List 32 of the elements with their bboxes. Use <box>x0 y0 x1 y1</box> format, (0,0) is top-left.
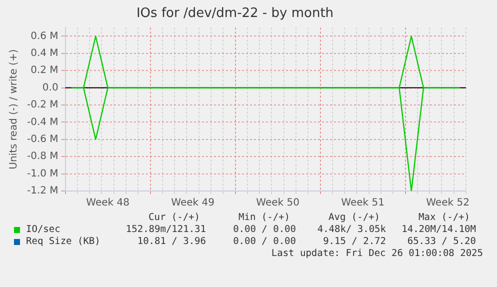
y-tick-label: -1.2 M <box>26 186 58 197</box>
text: Min (-/+) <box>238 212 290 224</box>
text: Last update: Fri Dec 26 01:00:08 2025 <box>270 248 484 260</box>
y-axis-title: Units read (-) / write (+) <box>8 49 20 170</box>
legend-label: IO/sec <box>26 224 62 236</box>
text: Max (-/+) <box>418 212 470 224</box>
y-tick-label: -0.2 M <box>26 100 58 111</box>
y-tick-label: -0.6 M <box>26 134 58 145</box>
text: 14.20M/14.10M <box>400 224 476 236</box>
text: Cur (-/+) <box>148 212 200 224</box>
x-tick-label: Week 49 <box>171 198 214 209</box>
text: 4.48k/ 3.05k <box>316 224 386 236</box>
y-tick-label: 0.6 M <box>30 30 58 42</box>
text: 0.00 / 0.00 <box>232 224 296 236</box>
text: 0.00 / 0.00 <box>232 236 296 248</box>
x-tick-label: Week 51 <box>341 198 384 209</box>
text: 65.33 / 5.20 <box>406 236 476 248</box>
x-tick-label: Week 52 <box>426 198 470 209</box>
x-tick-label: Week 50 <box>256 198 300 209</box>
y-tick-label: -0.8 M <box>26 151 58 162</box>
x-tick-label: Week 48 <box>86 198 130 209</box>
y-tick-label: -0.4 M <box>26 116 58 128</box>
y-tick-label: -1.0 M <box>26 168 58 180</box>
y-tick-label: 0.2 M <box>30 65 58 76</box>
chart-title: IOs for /dev/dm-22 - by month <box>136 6 334 22</box>
legend-label: Req Size (KB) <box>26 236 102 248</box>
y-tick-label: 0.0 <box>42 82 58 94</box>
text: Avg (-/+) <box>328 212 380 224</box>
text: 9.15 / 2.72 <box>322 236 386 248</box>
text: 10.81 / 3.96 <box>136 236 206 248</box>
text: 152.89m/121.31 <box>124 224 206 236</box>
y-tick-label: 0.4 M <box>30 48 58 59</box>
